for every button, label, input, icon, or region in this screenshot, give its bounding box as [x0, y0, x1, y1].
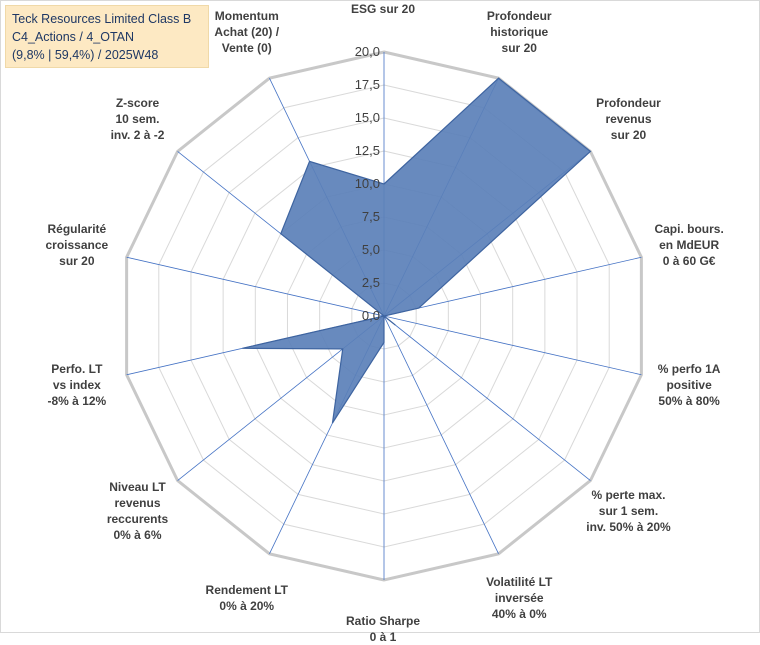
- axis-label: Perfo. LT vs index -8% à 12%: [48, 361, 107, 409]
- axis-label-line: inv. 2 à -2: [110, 128, 165, 143]
- axis-label: Profondeur historique sur 20: [487, 8, 552, 56]
- axis-label: Ratio Sharpe 0 à 1: [346, 613, 420, 645]
- axis-label-line: revenus: [605, 112, 652, 127]
- axis-label-line: Perfo. LT: [51, 361, 103, 376]
- axis-label-line: Profondeur: [486, 9, 552, 24]
- axis-label-line: revenus: [114, 495, 161, 510]
- axis-label-line: historique: [490, 25, 549, 40]
- title-line-2: C4_Actions / 4_OTAN: [12, 30, 135, 44]
- axis-label-line: sur 20: [59, 254, 95, 269]
- tick-label: 15,0: [355, 110, 380, 125]
- axis-label-line: Z-score: [115, 96, 160, 111]
- axis-label: Capi. bours. en MdEUR 0 à 60 G€: [654, 221, 723, 269]
- axis-spoke: [126, 256, 385, 317]
- radar-series: [242, 77, 592, 424]
- axis-label-line: sur 20: [501, 41, 537, 56]
- axis-label-line: Ratio Sharpe: [345, 614, 421, 628]
- chart-title-box: Teck Resources Limited Class B C4_Action…: [5, 5, 209, 68]
- tick-label: 0,0: [362, 308, 380, 323]
- axis-label-line: % perte max.: [591, 487, 666, 502]
- axis-label: Profondeur revenus sur 20: [596, 95, 661, 143]
- tick-label: 7,5: [362, 209, 380, 224]
- tick-label: 17,5: [355, 77, 380, 92]
- axis-label-line: inv. 50% à 20%: [586, 519, 671, 534]
- axis-label: Rendement LT 0% à 20%: [206, 582, 288, 614]
- axis-label-line: sur 20: [610, 128, 647, 143]
- axis-label-line: Profondeur: [596, 96, 661, 111]
- axis-label-line: Vente (0): [221, 41, 272, 56]
- axis-label: Z-score 10 sem. inv. 2 à -2: [111, 95, 165, 143]
- axis-spoke: [383, 315, 642, 376]
- axis-label: Momentum Achat (20) / Vente (0): [214, 8, 279, 56]
- axis-label-line: Régularité: [47, 222, 107, 237]
- axis-label-line: reccurents: [106, 511, 169, 526]
- axis-label: Niveau LT revenus reccurents 0% à 6%: [107, 479, 168, 543]
- axis-spoke: [383, 315, 499, 555]
- axis-label-line: % perfo 1A: [657, 361, 721, 376]
- tick-label: 20,0: [355, 44, 380, 59]
- axis-spoke: [383, 315, 591, 481]
- axis-label-line: Achat (20) /: [214, 25, 280, 40]
- axis-label-line: inversée: [494, 590, 544, 605]
- axis-label-line: en MdEUR: [659, 238, 720, 253]
- axis-label-line: 0% à 20%: [219, 598, 275, 613]
- axis-label-line: 0 à 60 G€: [662, 254, 716, 269]
- axis-label-line: croissance: [45, 238, 109, 253]
- radar-tick-labels: 0,0 2,5 5,0 7,5 10,0 12,5 15,0 17,5 20,0: [355, 44, 380, 323]
- tick-label: 5,0: [362, 242, 380, 257]
- tick-label: 12,5: [355, 143, 380, 158]
- axis-label-line: sur 1 sem.: [598, 503, 659, 518]
- title-line-1: Teck Resources Limited Class B: [12, 12, 192, 26]
- tick-label: 2,5: [362, 275, 380, 290]
- axis-label: % perte max. sur 1 sem. inv. 50% à 20%: [586, 487, 671, 535]
- axis-label: % perfo 1A positive 50% à 80%: [658, 361, 721, 409]
- axis-label: Régularité croissance sur 20: [46, 221, 109, 269]
- axis-label-line: positive: [666, 377, 712, 392]
- axis-label-line: vs index: [52, 377, 101, 392]
- axis-label: NoteESG sur 20: [351, 0, 415, 17]
- axis-label-line: -8% à 12%: [47, 393, 107, 408]
- axis-label-line: ESG sur 20: [350, 2, 416, 16]
- axis-label-line: Momentum: [214, 9, 279, 24]
- axis-label-line: Capi. bours.: [654, 222, 724, 237]
- series-area: [242, 77, 592, 424]
- tick-label: 10,0: [355, 176, 380, 191]
- axis-label-line: Niveau LT: [109, 479, 166, 494]
- axis-label-line: 0 à 1: [369, 630, 397, 644]
- axis-label-line: 0% à 6%: [113, 527, 162, 542]
- axis-label-line: 10 sem.: [115, 112, 160, 127]
- axis-label: Volatilité LT inversée 40% à 0%: [486, 574, 552, 622]
- axis-label-line: 50% à 80%: [658, 393, 720, 408]
- title-line-3: (9,8% | 59,4%) / 2025W48: [12, 48, 159, 62]
- axis-label-line: 40% à 0%: [491, 606, 547, 621]
- axis-label-line: Rendement LT: [205, 582, 288, 597]
- axis-spoke: [383, 256, 642, 317]
- axis-label-line: Volatilité LT: [486, 574, 553, 589]
